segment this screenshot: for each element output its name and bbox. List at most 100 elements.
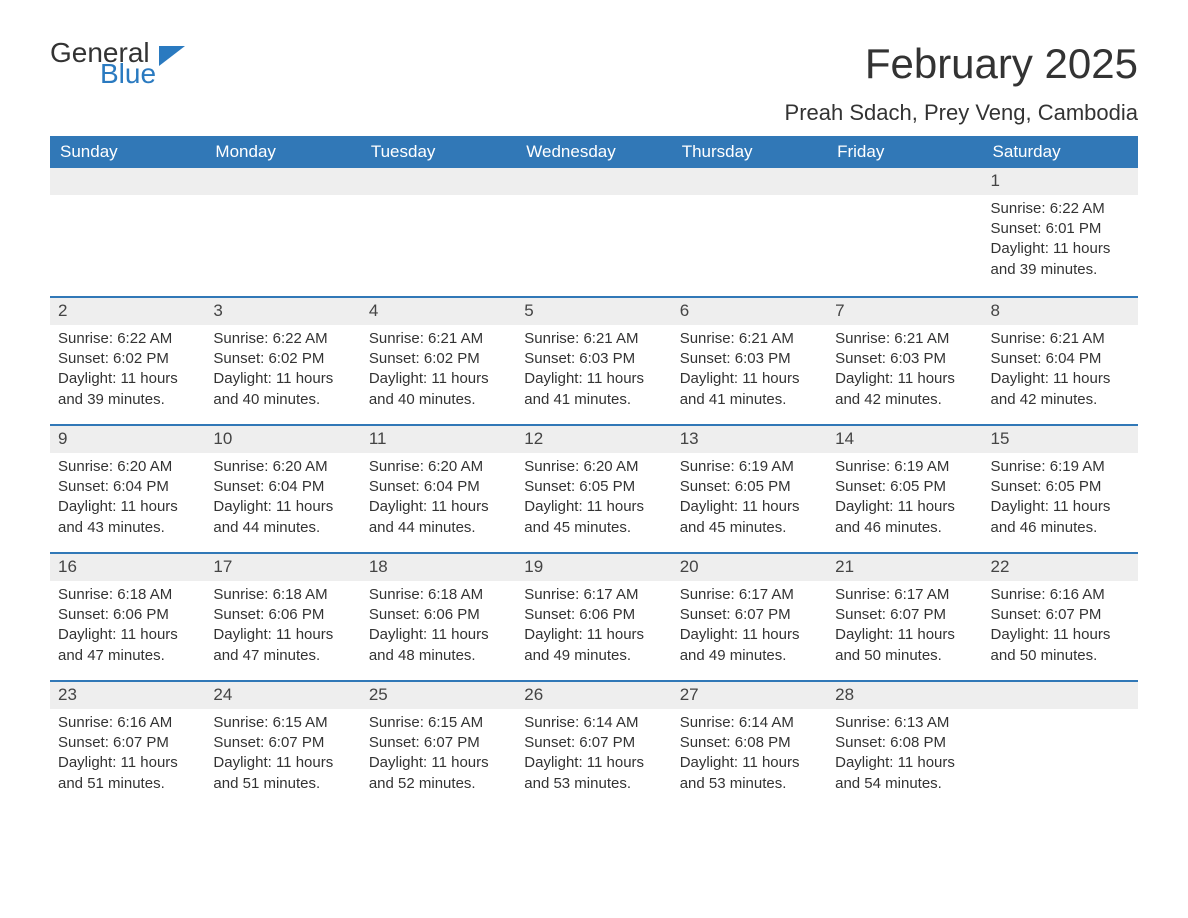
day-cell-empty — [361, 168, 516, 296]
location: Preah Sdach, Prey Veng, Cambodia — [50, 100, 1138, 126]
day-info: Sunrise: 6:20 AMSunset: 6:04 PMDaylight:… — [54, 457, 201, 538]
daylight: Daylight: 11 hours and 54 minutes. — [835, 753, 974, 794]
weekday-header: SundayMondayTuesdayWednesdayThursdayFrid… — [50, 136, 1138, 168]
sunrise: Sunrise: 6:21 AM — [991, 329, 1130, 349]
sunset: Sunset: 6:05 PM — [524, 477, 663, 497]
day-cell: 11Sunrise: 6:20 AMSunset: 6:04 PMDayligh… — [361, 426, 516, 552]
day-cell: 5Sunrise: 6:21 AMSunset: 6:03 PMDaylight… — [516, 298, 671, 424]
day-info: Sunrise: 6:21 AMSunset: 6:04 PMDaylight:… — [987, 329, 1134, 410]
sunset: Sunset: 6:04 PM — [991, 349, 1130, 369]
sunrise: Sunrise: 6:21 AM — [524, 329, 663, 349]
day-info: Sunrise: 6:14 AMSunset: 6:07 PMDaylight:… — [520, 713, 667, 794]
week-row: 9 Sunrise: 6:20 AMSunset: 6:04 PMDaylight… — [50, 424, 1138, 552]
day-cell: 1Sunrise: 6:22 AMSunset: 6:01 PMDaylight… — [983, 168, 1138, 296]
sunset: Sunset: 6:08 PM — [835, 733, 974, 753]
sunrise: Sunrise: 6:17 AM — [835, 585, 974, 605]
sunrise: Sunrise: 6:21 AM — [369, 329, 508, 349]
daylight: Daylight: 11 hours and 41 minutes. — [524, 369, 663, 410]
sunrise: Sunrise: 6:16 AM — [58, 713, 197, 733]
day-cell: 19Sunrise: 6:17 AMSunset: 6:06 PMDayligh… — [516, 554, 671, 680]
day-info: Sunrise: 6:17 AMSunset: 6:07 PMDaylight:… — [676, 585, 823, 666]
day-info: Sunrise: 6:16 AMSunset: 6:07 PMDaylight:… — [987, 585, 1134, 666]
day-cell-empty — [672, 168, 827, 296]
sunrise: Sunrise: 6:22 AM — [213, 329, 352, 349]
day-info: Sunrise: 6:19 AMSunset: 6:05 PMDaylight:… — [831, 457, 978, 538]
sunrise: Sunrise: 6:19 AM — [680, 457, 819, 477]
sunrise: Sunrise: 6:16 AM — [991, 585, 1130, 605]
sunrise: Sunrise: 6:19 AM — [991, 457, 1130, 477]
day-cell: 16Sunrise: 6:18 AMSunset: 6:06 PMDayligh… — [50, 554, 205, 680]
sunset: Sunset: 6:08 PM — [680, 733, 819, 753]
daylight: Daylight: 11 hours and 39 minutes. — [991, 239, 1130, 280]
day-info: Sunrise: 6:21 AMSunset: 6:03 PMDaylight:… — [676, 329, 823, 410]
daylight: Daylight: 11 hours and 46 minutes. — [991, 497, 1130, 538]
sunrise: Sunrise: 6:17 AM — [680, 585, 819, 605]
sunrise: Sunrise: 6:20 AM — [213, 457, 352, 477]
day-cell: 17Sunrise: 6:18 AMSunset: 6:06 PMDayligh… — [205, 554, 360, 680]
day-cell: 20 Sunrise: 6:17 AMSunset: 6:07 PMDayligh… — [672, 554, 827, 680]
day-cell: 25 Sunrise: 6:15 AMSunset: 6:07 PMDayligh… — [361, 682, 516, 808]
day-number: 25 — [361, 682, 516, 709]
sunrise: Sunrise: 6:20 AM — [524, 457, 663, 477]
sunrise: Sunrise: 6:22 AM — [58, 329, 197, 349]
day-number: 9 — [50, 426, 205, 453]
day-cell: 4Sunrise: 6:21 AMSunset: 6:02 PMDaylight… — [361, 298, 516, 424]
week-row: 23Sunrise: 6:16 AMSunset: 6:07 PMDayligh… — [50, 680, 1138, 808]
weekday-label: Tuesday — [361, 136, 516, 168]
day-number — [983, 682, 1138, 709]
daylight: Daylight: 11 hours and 42 minutes. — [835, 369, 974, 410]
day-number: 22 — [983, 554, 1138, 581]
day-number: 28 — [827, 682, 982, 709]
sunrise: Sunrise: 6:20 AM — [369, 457, 508, 477]
month-title: February 2025 — [865, 40, 1138, 88]
day-cell: 27Sunrise: 6:14 AMSunset: 6:08 PMDayligh… — [672, 682, 827, 808]
sunset: Sunset: 6:02 PM — [213, 349, 352, 369]
sunrise: Sunrise: 6:18 AM — [369, 585, 508, 605]
day-cell: 3Sunrise: 6:22 AMSunset: 6:02 PMDaylight… — [205, 298, 360, 424]
day-number: 18 — [361, 554, 516, 581]
daylight: Daylight: 11 hours and 41 minutes. — [680, 369, 819, 410]
sunset: Sunset: 6:02 PM — [369, 349, 508, 369]
daylight: Daylight: 11 hours and 46 minutes. — [835, 497, 974, 538]
daylight: Daylight: 11 hours and 44 minutes. — [369, 497, 508, 538]
sunrise: Sunrise: 6:17 AM — [524, 585, 663, 605]
day-info: Sunrise: 6:22 AMSunset: 6:01 PMDaylight:… — [987, 199, 1134, 280]
week-row: 16Sunrise: 6:18 AMSunset: 6:06 PMDayligh… — [50, 552, 1138, 680]
day-number: 3 — [205, 298, 360, 325]
day-number — [50, 168, 205, 195]
sunrise: Sunrise: 6:13 AM — [835, 713, 974, 733]
day-number: 17 — [205, 554, 360, 581]
daylight: Daylight: 11 hours and 43 minutes. — [58, 497, 197, 538]
daylight: Daylight: 11 hours and 52 minutes. — [369, 753, 508, 794]
sunrise: Sunrise: 6:21 AM — [835, 329, 974, 349]
day-number: 8 — [983, 298, 1138, 325]
day-number: 2 — [50, 298, 205, 325]
day-number — [516, 168, 671, 195]
day-cell: 28 Sunrise: 6:13 AMSunset: 6:08 PMDayligh… — [827, 682, 982, 808]
sunset: Sunset: 6:07 PM — [524, 733, 663, 753]
daylight: Daylight: 11 hours and 42 minutes. — [991, 369, 1130, 410]
day-number: 19 — [516, 554, 671, 581]
day-number: 20 — [672, 554, 827, 581]
sunset: Sunset: 6:07 PM — [369, 733, 508, 753]
sunrise: Sunrise: 6:19 AM — [835, 457, 974, 477]
day-cell-empty — [205, 168, 360, 296]
day-number: 12 — [516, 426, 671, 453]
day-info: Sunrise: 6:18 AMSunset: 6:06 PMDaylight:… — [54, 585, 201, 666]
sunset: Sunset: 6:03 PM — [835, 349, 974, 369]
sunrise: Sunrise: 6:15 AM — [369, 713, 508, 733]
weekday-label: Thursday — [672, 136, 827, 168]
day-info: Sunrise: 6:15 AMSunset: 6:07 PMDaylight:… — [365, 713, 512, 794]
day-info: Sunrise: 6:14 AMSunset: 6:08 PMDaylight:… — [676, 713, 823, 794]
day-cell: 15Sunrise: 6:19 AMSunset: 6:05 PMDayligh… — [983, 426, 1138, 552]
day-number — [827, 168, 982, 195]
day-cell: 22 Sunrise: 6:16 AMSunset: 6:07 PMDayligh… — [983, 554, 1138, 680]
sunset: Sunset: 6:07 PM — [58, 733, 197, 753]
logo: General Blue — [50, 40, 185, 87]
day-info: Sunrise: 6:20 AMSunset: 6:05 PMDaylight:… — [520, 457, 667, 538]
sunset: Sunset: 6:07 PM — [835, 605, 974, 625]
day-info: Sunrise: 6:21 AMSunset: 6:02 PMDaylight:… — [365, 329, 512, 410]
day-number: 10 — [205, 426, 360, 453]
sunset: Sunset: 6:06 PM — [369, 605, 508, 625]
sunrise: Sunrise: 6:18 AM — [213, 585, 352, 605]
